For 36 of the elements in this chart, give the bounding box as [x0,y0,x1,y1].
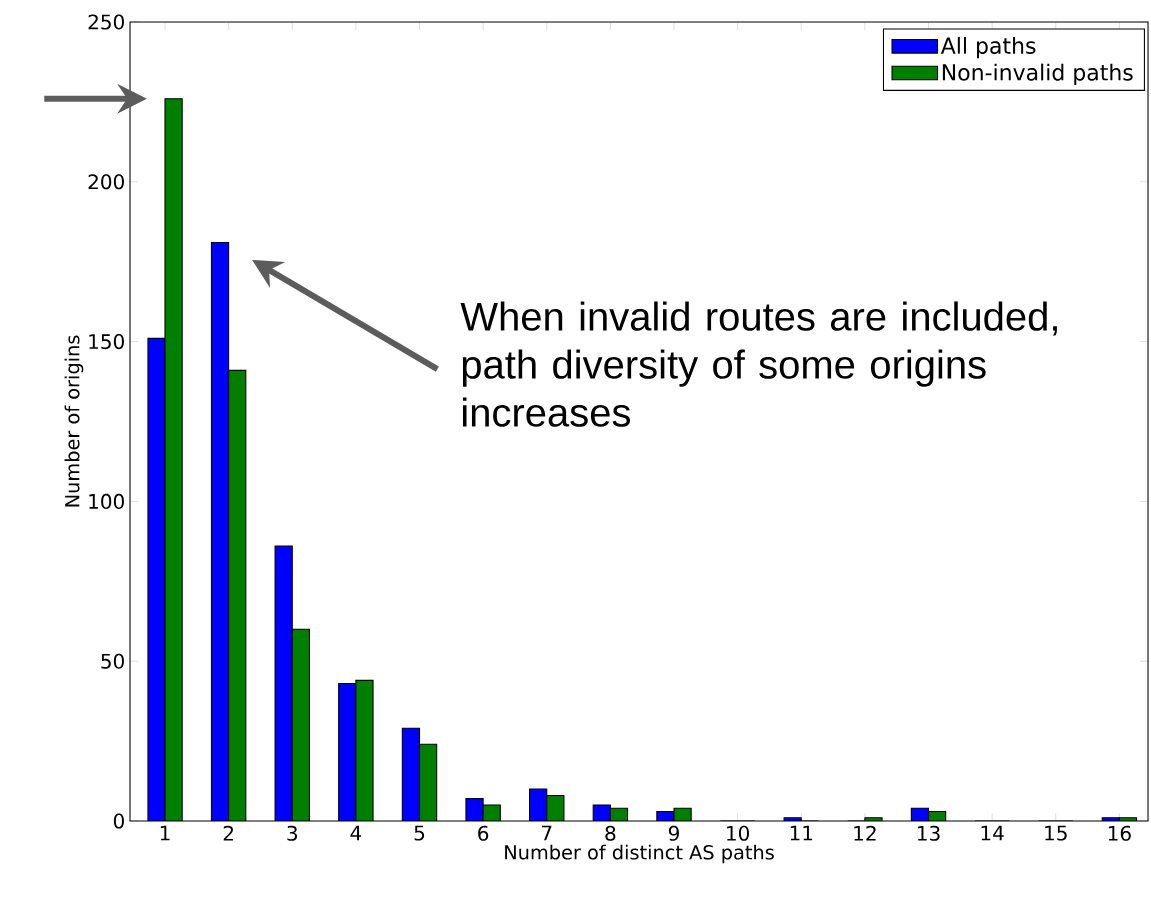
y-axis-title: Number of origins [64,335,84,507]
x-tick-label: 14 [981,825,1004,841]
x-tick-label: 9 [668,825,679,841]
x-tick-label: 12 [854,825,876,841]
bar [338,683,356,821]
x-tick-label: 8 [605,825,616,841]
x-tick-label: 2 [223,825,233,841]
x-tick-label: 1 [160,825,170,841]
y-tick-label: 50 [101,653,124,669]
x-tick-label: 10 [727,825,750,841]
x-tick-label: 6 [478,825,489,841]
x-tick-label: 16 [1108,825,1131,841]
y-tick-label: 250 [88,14,124,30]
x-tick-label: 7 [542,825,552,841]
bar [228,370,246,821]
x-tick-label: 15 [1045,825,1067,841]
y-tick-label: 100 [89,493,124,509]
x-tick-label: 13 [917,825,940,841]
bar [419,744,437,821]
y-tick-label: 150 [89,334,124,350]
bar [165,98,183,821]
x-tick-label: 4 [350,825,362,841]
y-tick-label: 200 [88,174,124,190]
x-tick-label: 5 [414,825,425,841]
bar [275,546,293,821]
x-tick-label: 3 [287,825,298,841]
x-tick-label: 11 [790,825,813,841]
bar [292,629,310,821]
x-axis-title: Number of distinct AS paths [505,844,774,864]
y-tick-label: 0 [113,813,124,829]
legend-label: Non-invalid paths [942,63,1133,85]
bar [402,728,420,821]
annotation: When invalid routes are included, path diversity of some origins increases [460,301,1057,427]
legend-label: All paths [940,36,1036,59]
bar [147,338,165,821]
bar [211,242,229,821]
